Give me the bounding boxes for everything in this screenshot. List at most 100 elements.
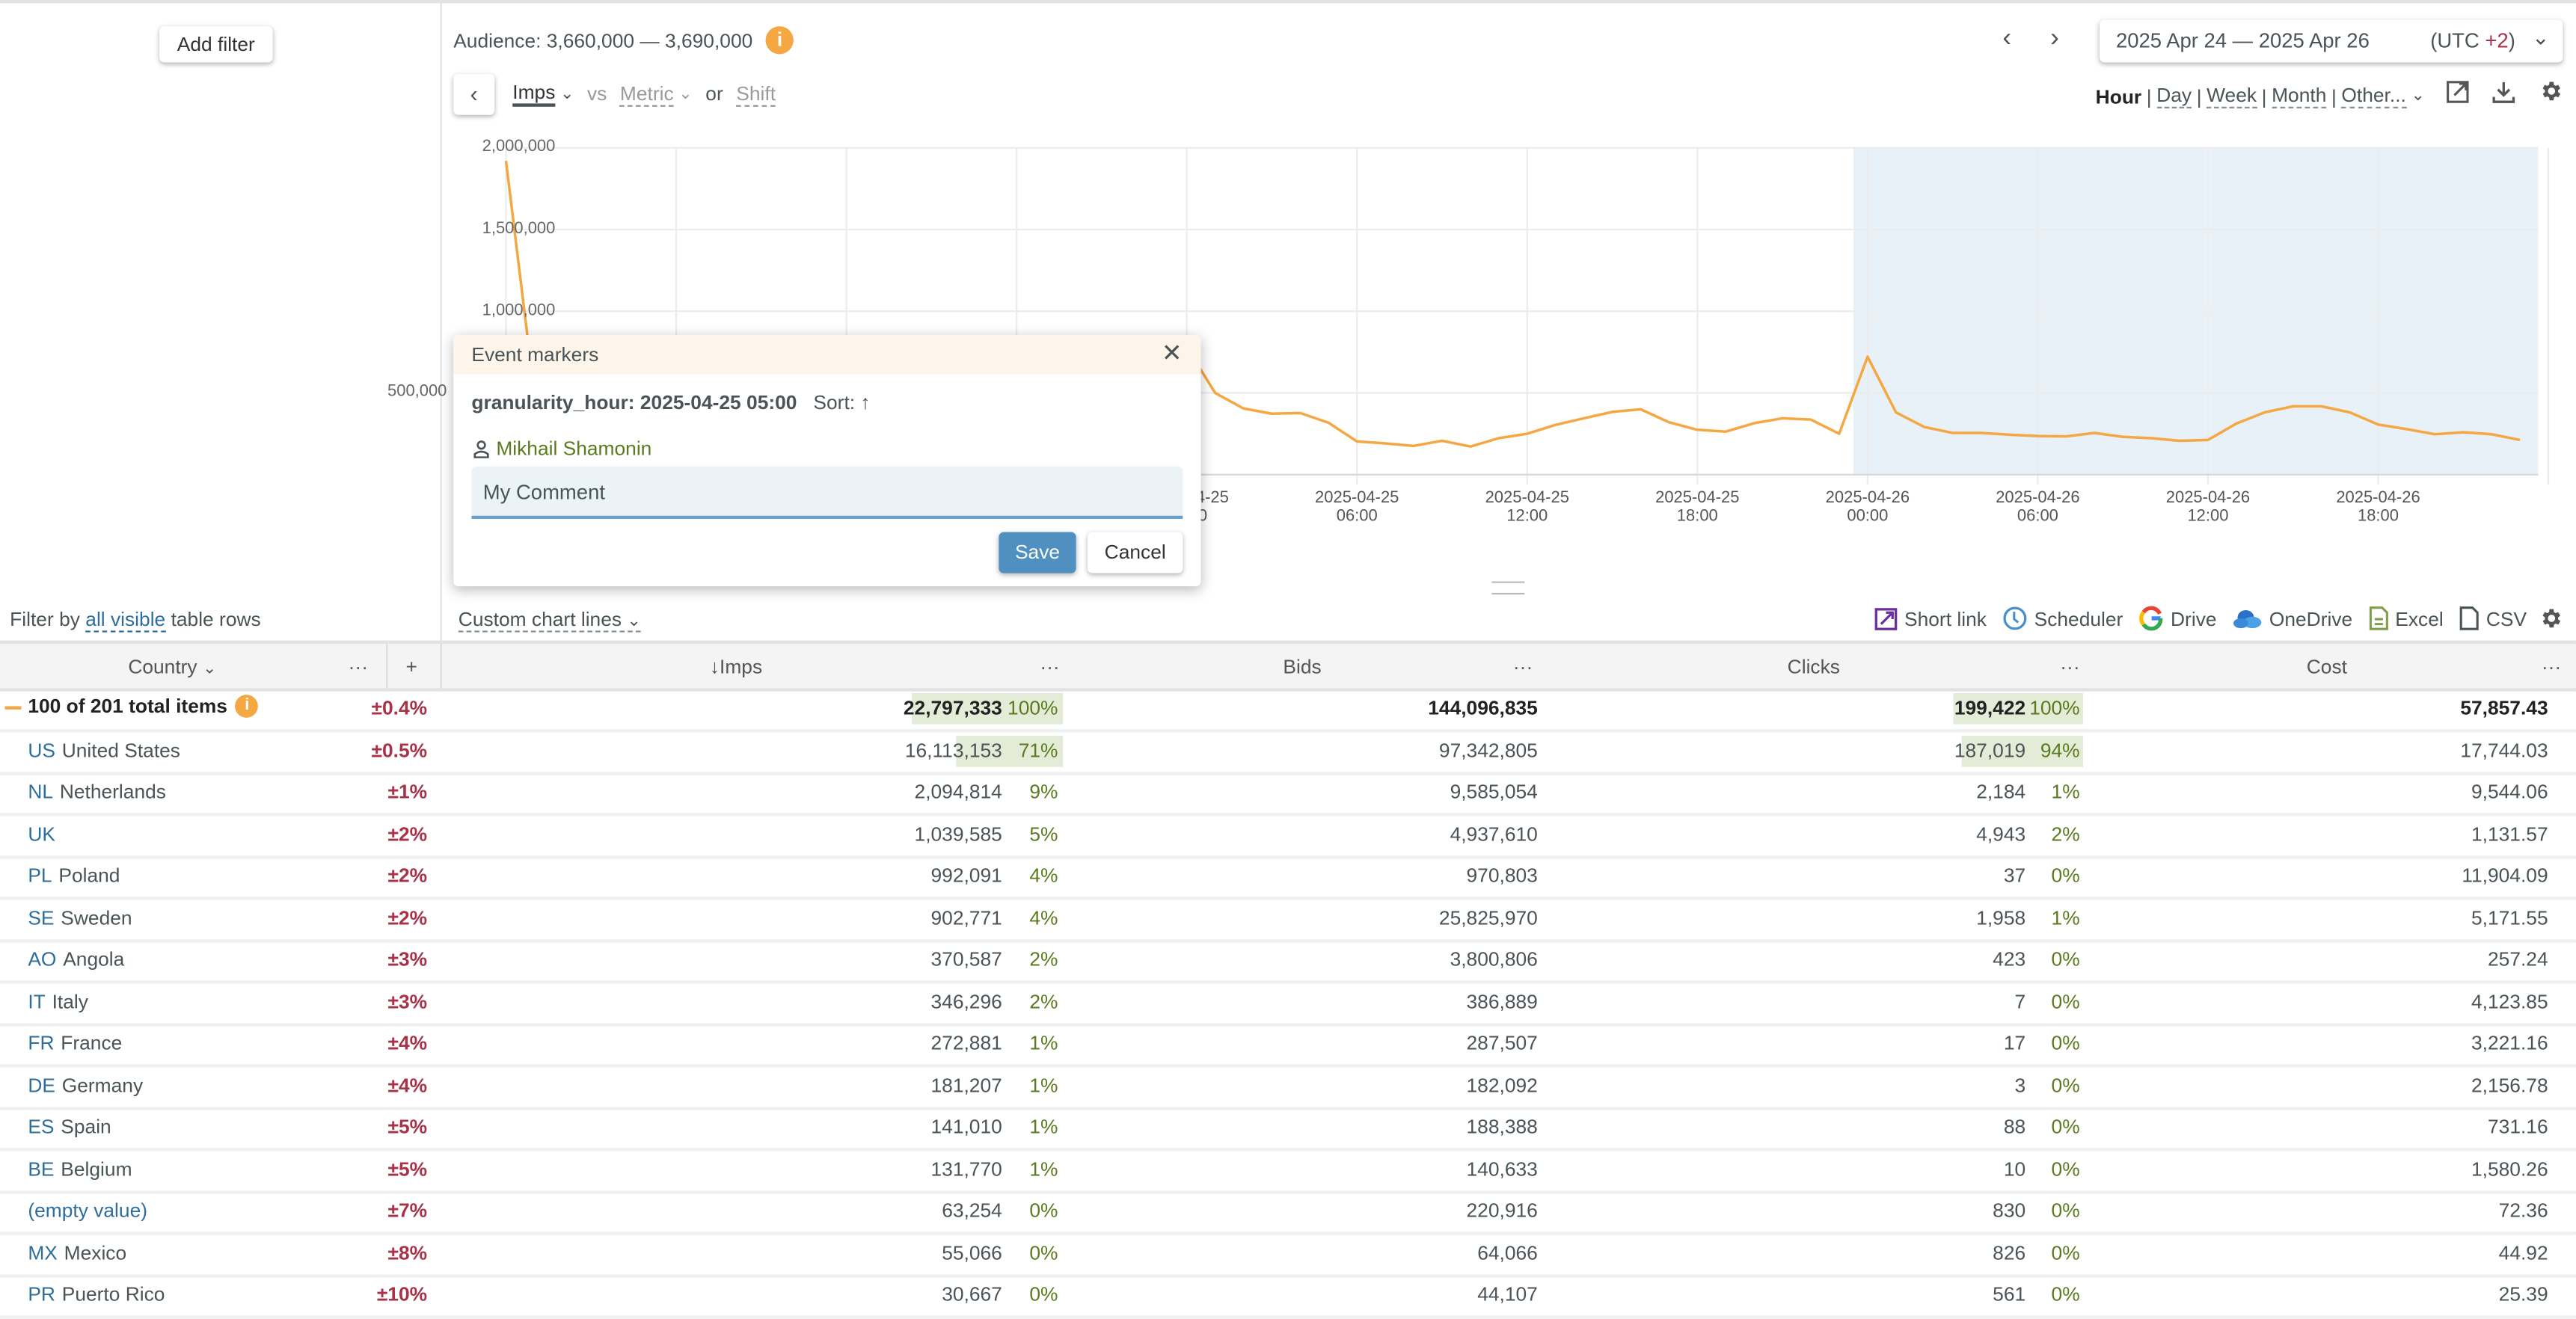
- country-code[interactable]: AO: [28, 947, 57, 971]
- google-drive-icon: [2139, 606, 2163, 631]
- country-code[interactable]: FR: [28, 1031, 55, 1055]
- next-period-button[interactable]: ›: [2050, 24, 2059, 53]
- x-tick-label: 2025-04-25 12:00: [1478, 490, 1577, 526]
- table-row[interactable]: UK ±2% 1,039,585 5% 4,937,610 4,943 2% 1,131.57: [0, 814, 2576, 858]
- custom-chart-lines-dropdown[interactable]: Custom chart lines ⌄: [458, 608, 641, 633]
- onedrive-label: OneDrive: [2269, 606, 2353, 630]
- bids-value: 97,342,805: [1438, 738, 1538, 762]
- granularity-month[interactable]: Month: [2272, 84, 2327, 108]
- table-row[interactable]: US United States ±0.5% 16,113,153 71% 97,342,…: [0, 730, 2576, 775]
- table-row[interactable]: FR France ±4% 272,881 1% 287,507 17 0% 3,221.16: [0, 1023, 2576, 1068]
- info-icon[interactable]: i: [765, 26, 794, 55]
- drive-label: Drive: [2171, 606, 2217, 630]
- country-code[interactable]: PL: [28, 864, 52, 888]
- country-code[interactable]: ES: [28, 1115, 55, 1139]
- country-code[interactable]: IT: [28, 989, 46, 1013]
- country-name: Mexico: [64, 1240, 127, 1264]
- csv-button[interactable]: CSV: [2460, 606, 2527, 630]
- clicks-percent: 0%: [2051, 864, 2080, 888]
- close-icon[interactable]: ✕: [1161, 339, 1183, 368]
- table-row[interactable]: ES Spain ±5% 141,010 1% 188,388 88 0% 731.16: [0, 1107, 2576, 1152]
- error-margin: ±4%: [387, 1031, 428, 1055]
- onedrive-button[interactable]: OneDrive: [2233, 606, 2353, 630]
- imps-percent: 5%: [1029, 822, 1058, 846]
- country-code[interactable]: (empty value): [28, 1199, 148, 1223]
- metric-select[interactable]: Imps ⌄: [512, 81, 574, 107]
- column-menu-button[interactable]: ···: [2541, 655, 2562, 679]
- x-tick-time: 00:00: [1847, 507, 1889, 526]
- imps-value: 2,094,814: [914, 780, 1002, 804]
- info-icon[interactable]: i: [235, 695, 259, 718]
- x-tick-time: 18:00: [1676, 507, 1718, 526]
- open-external-icon[interactable]: [2446, 81, 2469, 104]
- table-row[interactable]: PR Puerto Rico ±10% 30,667 0% 44,107 561 0% 25.3…: [0, 1274, 2576, 1319]
- table-row[interactable]: BE Belgium ±5% 131,770 1% 140,633 10 0% 1,580.26: [0, 1149, 2576, 1193]
- add-column-button[interactable]: +: [405, 655, 417, 679]
- sort-toggle[interactable]: Sort: ↑: [813, 391, 870, 414]
- chevron-down-icon: ⌄: [560, 84, 574, 103]
- error-margin: ±0.5%: [371, 738, 428, 762]
- add-filter-button[interactable]: Add filter: [159, 26, 273, 63]
- table-settings-gear-icon[interactable]: [2538, 606, 2563, 630]
- y-tick-label: 1,500,000: [482, 219, 556, 238]
- bids-value: 182,092: [1466, 1073, 1538, 1097]
- clicks-value: 10: [2003, 1157, 2026, 1181]
- column-header-cost[interactable]: Cost: [2306, 655, 2347, 679]
- granularity-week[interactable]: Week: [2207, 84, 2257, 108]
- table-row[interactable]: DE Germany ±4% 181,207 1% 182,092 3 0% 2,156.78: [0, 1065, 2576, 1110]
- all-visible-link[interactable]: all visible: [85, 607, 166, 633]
- shift-select[interactable]: Shift: [736, 82, 776, 106]
- separator: |: [2146, 84, 2152, 108]
- column-header-bids[interactable]: Bids: [1283, 655, 1322, 679]
- cost-value: 1,131.57: [2471, 822, 2548, 846]
- clicks-value: 199,422: [1954, 696, 2026, 720]
- country-code[interactable]: SE: [28, 906, 55, 929]
- granularity-day[interactable]: Day: [2156, 84, 2192, 108]
- drive-button[interactable]: Drive: [2139, 606, 2217, 631]
- compare-metric-select[interactable]: Metric ⌄: [619, 82, 693, 106]
- column-menu-button[interactable]: ···: [1512, 655, 1533, 679]
- table-row[interactable]: IT Italy ±3% 346,296 2% 386,889 7 0% 4,123.85: [0, 981, 2576, 1026]
- date-range-label: 2025 Apr 24 — 2025 Apr 26: [2115, 29, 2370, 53]
- granularity-other[interactable]: Other...: [2341, 84, 2406, 108]
- imps-percent: 71%: [1018, 738, 1058, 762]
- country-code[interactable]: PR: [28, 1282, 55, 1306]
- country-cell: MX Mexico: [28, 1240, 126, 1264]
- country-code[interactable]: BE: [28, 1157, 55, 1181]
- granularity-hour[interactable]: Hour: [2095, 84, 2142, 108]
- comment-input[interactable]: My Comment: [471, 466, 1183, 520]
- popup-header: Event markers ✕: [453, 335, 1201, 375]
- country-code[interactable]: DE: [28, 1073, 55, 1097]
- resize-handle[interactable]: [1491, 581, 1525, 595]
- country-code[interactable]: NL: [28, 780, 54, 804]
- table-row[interactable]: PL Poland ±2% 992,091 4% 970,803 37 0% 11,904.09: [0, 855, 2576, 900]
- date-range-picker[interactable]: 2025 Apr 24 — 2025 Apr 26 (UTC +2) ⌄: [2099, 19, 2563, 63]
- excel-button[interactable]: Excel: [2369, 606, 2444, 630]
- table-row[interactable]: (empty value) ±7% 63,254 0% 220,916 830 0% 72.3…: [0, 1190, 2576, 1235]
- column-header-clicks[interactable]: Clicks: [1787, 655, 1840, 679]
- prev-period-button[interactable]: ‹: [2002, 24, 2012, 53]
- table-row[interactable]: AO Angola ±3% 370,587 2% 3,800,806 423 0% 257.24: [0, 939, 2576, 984]
- column-header-imps[interactable]: ↓Imps: [709, 655, 763, 679]
- table-row[interactable]: MX Mexico ±8% 55,066 0% 64,066 826 0% 44.92: [0, 1232, 2576, 1277]
- download-icon[interactable]: [2492, 81, 2515, 104]
- country-code[interactable]: UK: [28, 822, 55, 846]
- table-row[interactable]: SE Sweden ±2% 902,771 4% 25,825,970 1,958 1% 5,1…: [0, 897, 2576, 942]
- column-menu-button[interactable]: ···: [2060, 655, 2080, 679]
- column-menu-button[interactable]: ···: [1040, 655, 1060, 679]
- series-color-swatch: [4, 706, 22, 710]
- country-code[interactable]: MX: [28, 1240, 58, 1264]
- top-divider: [0, 0, 2576, 4]
- save-button[interactable]: Save: [999, 532, 1076, 574]
- cancel-button[interactable]: Cancel: [1088, 532, 1183, 574]
- country-code[interactable]: US: [28, 738, 55, 762]
- column-menu-button[interactable]: ···: [348, 655, 368, 679]
- short-link-button[interactable]: Short link: [1875, 607, 1987, 630]
- y-tick-label: 2,000,000: [482, 138, 556, 156]
- scheduler-button[interactable]: Scheduler: [2003, 606, 2123, 630]
- table-row[interactable]: NL Netherlands ±1% 2,094,814 9% 9,585,054 2,18…: [0, 772, 2576, 817]
- gear-icon[interactable]: [2538, 79, 2563, 103]
- column-header-country[interactable]: Country ⌄: [128, 655, 216, 678]
- back-button[interactable]: ‹: [453, 73, 495, 115]
